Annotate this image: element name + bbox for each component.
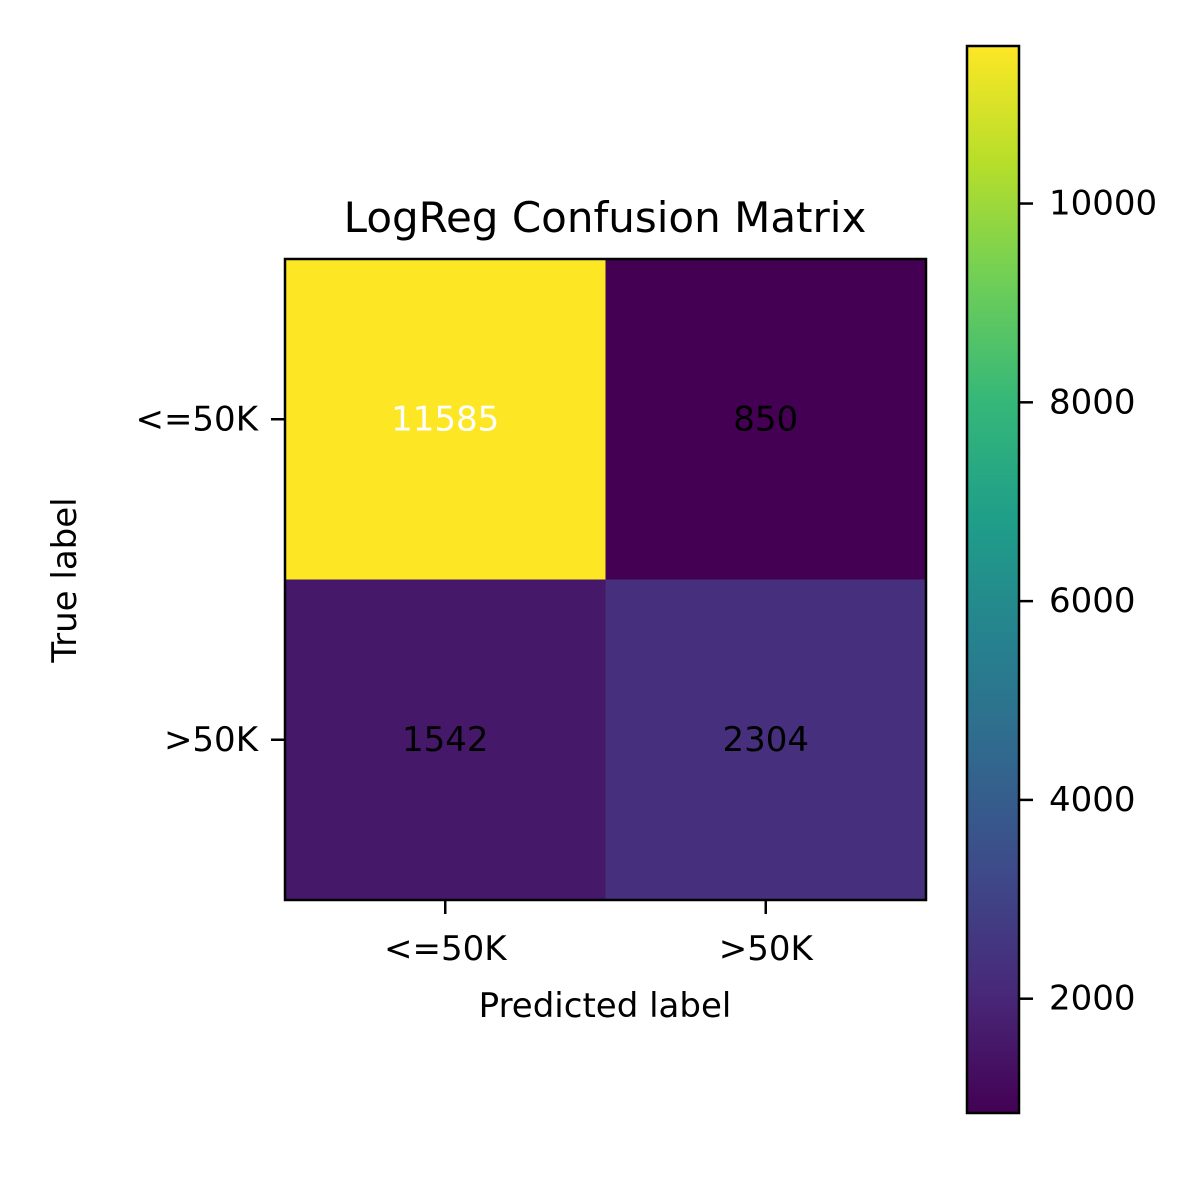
heatmap-cell — [605, 579, 927, 901]
heatmap-cell — [285, 579, 606, 901]
y-tick-label: >50K — [164, 720, 260, 760]
y-axis-label: True label — [45, 497, 85, 663]
colorbar-ticks: 2000 4000 6000 8000 10000 — [1019, 184, 1157, 1019]
x-tick-label: >50K — [719, 929, 815, 969]
colorbar-tick-label: 6000 — [1049, 581, 1136, 621]
colorbar-tick-label: 4000 — [1049, 780, 1136, 820]
cell-value-label: 2304 — [722, 720, 809, 760]
heatmap-cells: 11585 850 1542 2304 — [285, 259, 927, 901]
x-tick-label: <=50K — [384, 929, 508, 969]
y-axis-ticks: <=50K >50K — [135, 399, 285, 760]
colorbar-tick-label: 8000 — [1049, 382, 1136, 422]
x-axis-ticks: <=50K >50K — [384, 900, 814, 969]
colorbar-tick-label: 2000 — [1049, 979, 1136, 1019]
heatmap-cell — [605, 259, 927, 580]
cell-value-label: 11585 — [391, 399, 499, 439]
cell-value-label: 1542 — [402, 720, 489, 760]
chart-title: LogReg Confusion Matrix — [344, 193, 867, 242]
y-tick-label: <=50K — [135, 399, 259, 439]
cell-value-label: 850 — [733, 399, 798, 439]
plot-frame — [283, 257, 928, 902]
heatmap-cell — [285, 259, 606, 580]
x-axis-label: Predicted label — [479, 986, 732, 1026]
colorbar — [965, 44, 1021, 1115]
colorbar-tick-label: 10000 — [1049, 184, 1157, 224]
